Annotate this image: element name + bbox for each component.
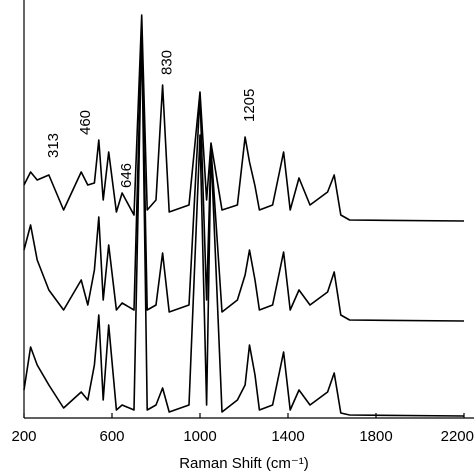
- peak-annotation: 646: [118, 163, 135, 188]
- spectrum-line: [23, 29, 465, 322]
- peak-annotation: 460: [77, 110, 94, 135]
- spectrum-line: [23, 14, 465, 222]
- spectrum-line: [23, 29, 465, 417]
- peak-annotation: 830: [159, 50, 176, 75]
- x-tick-label: 600: [99, 428, 124, 445]
- x-tick-label: 1800: [359, 428, 392, 445]
- peak-annotation: 1205: [241, 89, 258, 122]
- peak-annotation: 313: [45, 133, 62, 158]
- x-tick-label: 200: [11, 428, 36, 445]
- x-tick-label: 1400: [271, 428, 304, 445]
- x-axis-label: Raman Shift (cm⁻¹): [179, 455, 309, 472]
- x-tick-label: 1000: [183, 428, 216, 445]
- x-tick-label: 2200: [441, 428, 474, 445]
